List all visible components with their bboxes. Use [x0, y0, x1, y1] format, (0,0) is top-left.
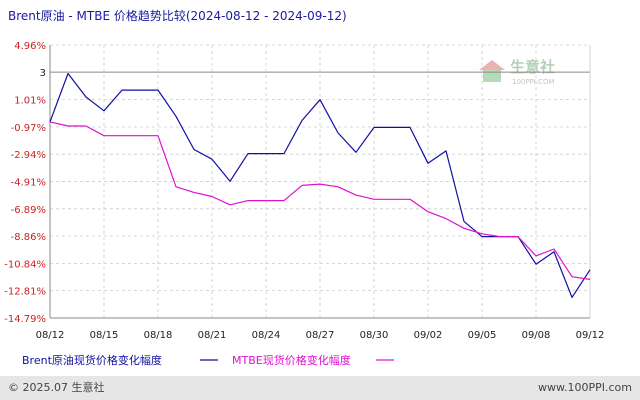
x-tick-label: 08/27 [306, 330, 335, 341]
watermark-logo: 生意社 100PPI.COM [479, 58, 555, 86]
x-tick-label: 09/12 [576, 330, 605, 341]
watermark-roof-icon [479, 60, 505, 70]
x-tick-label: 08/18 [144, 330, 173, 341]
y-tick-label: -0.97% [11, 123, 46, 134]
y-tick-label: -14.79% [4, 314, 46, 325]
y-tick-label: -8.86% [11, 232, 46, 243]
x-tick-label: 09/05 [468, 330, 497, 341]
footer-bar [0, 376, 640, 400]
legend-label-mtbe: MTBE现货价格变化幅度 [232, 353, 351, 367]
y-tick-label: -6.89% [11, 205, 46, 216]
chart-title: Brent原油 - MTBE 价格趋势比较(2024-08-12 - 2024-… [8, 8, 347, 23]
x-tick-label: 09/02 [414, 330, 443, 341]
y-tick-label: -4.91% [11, 177, 46, 188]
x-tick-label: 08/12 [36, 330, 65, 341]
y-tick-label: 4.96% [14, 41, 46, 52]
x-tick-label: 09/08 [522, 330, 551, 341]
legend: Brent原油现货价格变化幅度 MTBE现货价格变化幅度 [22, 353, 394, 367]
y-tick-label: -10.84% [4, 259, 46, 270]
watermark-url: 100PPI.COM [512, 78, 555, 86]
y-tick-label: 3 [40, 68, 46, 79]
x-tick-label: 08/24 [252, 330, 281, 341]
grid-layer [49, 44, 591, 319]
watermark-house-icon [483, 70, 501, 82]
axis-layer [49, 45, 591, 319]
legend-label-brent: Brent原油现货价格变化幅度 [22, 353, 162, 367]
footer-site: www.100PPI.com [538, 381, 632, 394]
y-tick-label: -12.81% [4, 287, 46, 298]
x-tick-labels: 08/12 08/15 08/18 08/21 08/24 08/27 08/30 09/02… [36, 330, 605, 341]
watermark-name: 生意社 [510, 58, 555, 76]
x-tick-label: 08/30 [360, 330, 389, 341]
series-line-mtbe [49, 121, 591, 280]
x-tick-label: 08/15 [90, 330, 119, 341]
footer-copyright: © 2025.07 生意社 [8, 380, 104, 394]
series-layer [49, 72, 591, 298]
y-tick-label: 1.01% [14, 96, 46, 107]
y-tick-label: -2.94% [11, 150, 46, 161]
y-tick-labels: 4.96% 3 1.01% -0.97% -2.94% -4.91% -6.89% -8.86… [4, 41, 46, 325]
x-tick-label: 08/21 [198, 330, 227, 341]
